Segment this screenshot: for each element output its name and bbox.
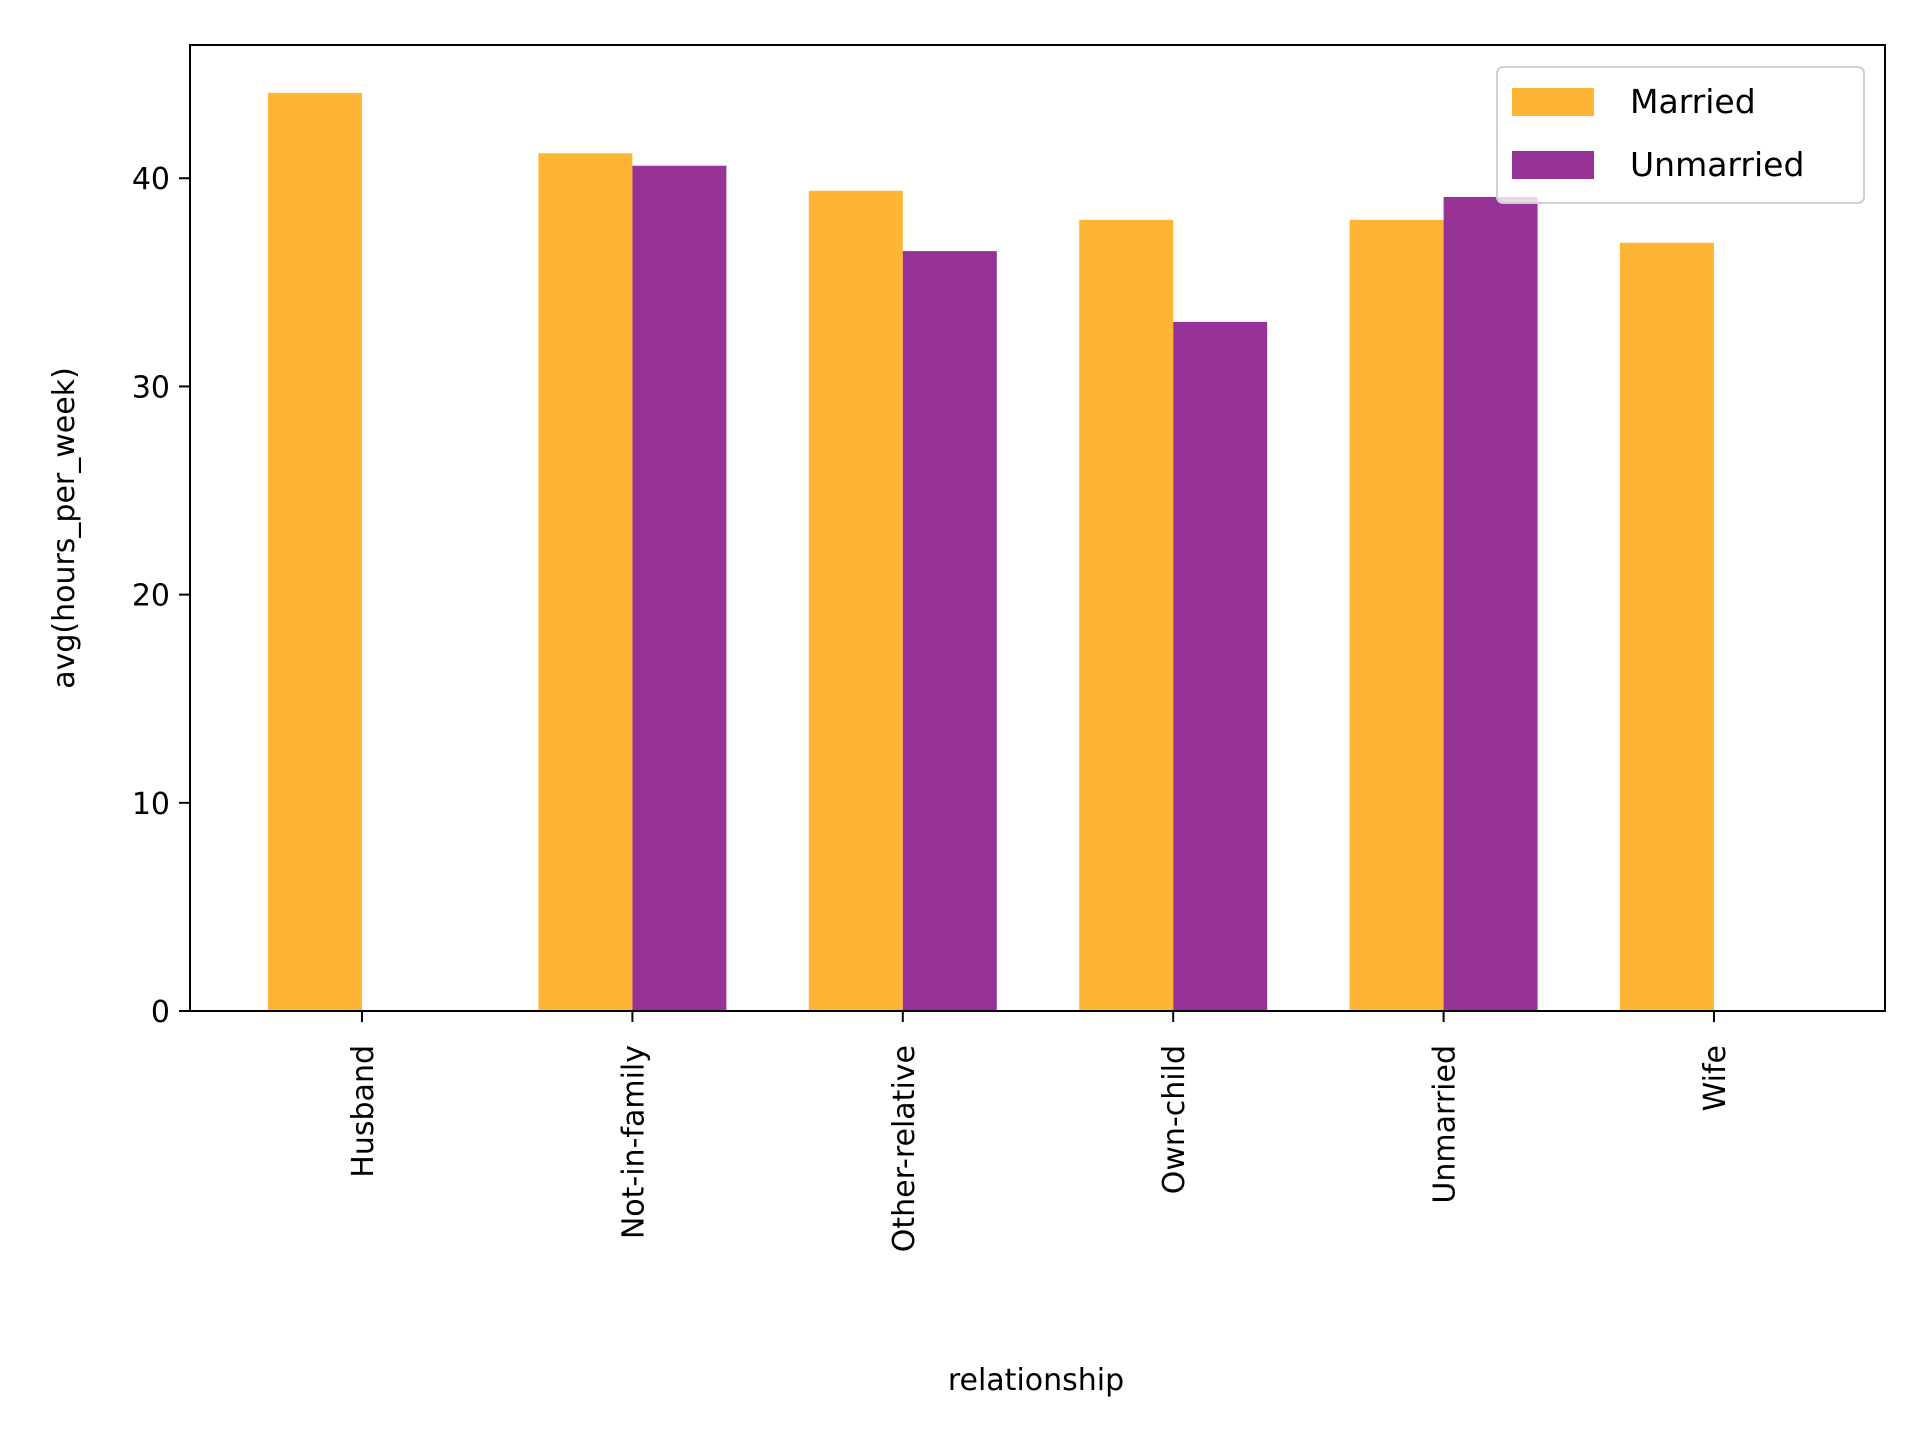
y-axis-label: avg(hours_per_week) (47, 367, 82, 689)
y-tick-label: 10 (132, 787, 170, 822)
bar-married-unmarried (1349, 219, 1444, 1012)
bar-unmarried-other-relative (902, 251, 997, 1011)
y-tick-label: 0 (151, 995, 170, 1030)
legend: Married Unmarried (1496, 66, 1865, 204)
x-tick-label: Not-in-family (616, 1045, 651, 1239)
bar-married-own-child (1079, 219, 1174, 1012)
x-axis-label: relationship (948, 1363, 1124, 1398)
x-tick-label: Other-relative (887, 1045, 922, 1252)
plot-frame (189, 44, 1886, 1012)
legend-label-unmarried: Unmarried (1630, 145, 1804, 184)
bar-unmarried-unmarried (1443, 196, 1538, 1011)
legend-label-married: Married (1630, 82, 1756, 121)
legend-swatch-married (1512, 88, 1594, 116)
bar-unmarried-not-in-family (632, 165, 727, 1011)
bar-married-husband (268, 92, 362, 1012)
bar-married-wife (1620, 242, 1714, 1012)
bar-married-other-relative (808, 190, 903, 1011)
y-tick-label: 40 (132, 162, 170, 197)
y-tick-label: 20 (132, 579, 170, 614)
bar-unmarried-own-child (1173, 321, 1268, 1012)
legend-swatch-unmarried (1512, 151, 1594, 179)
x-tick-label: Own-child (1157, 1045, 1192, 1194)
y-tick-label: 30 (132, 370, 170, 405)
bar-married-not-in-family (538, 153, 633, 1012)
x-tick-label: Unmarried (1428, 1045, 1463, 1204)
bars-layer (268, 92, 1714, 1012)
x-tick-label: Wife (1698, 1045, 1733, 1111)
x-tick-label: Husband (346, 1045, 381, 1178)
axes-layer: 0 10 20 30 40 Husband Not-in-family Other-relat… (132, 162, 1733, 1252)
